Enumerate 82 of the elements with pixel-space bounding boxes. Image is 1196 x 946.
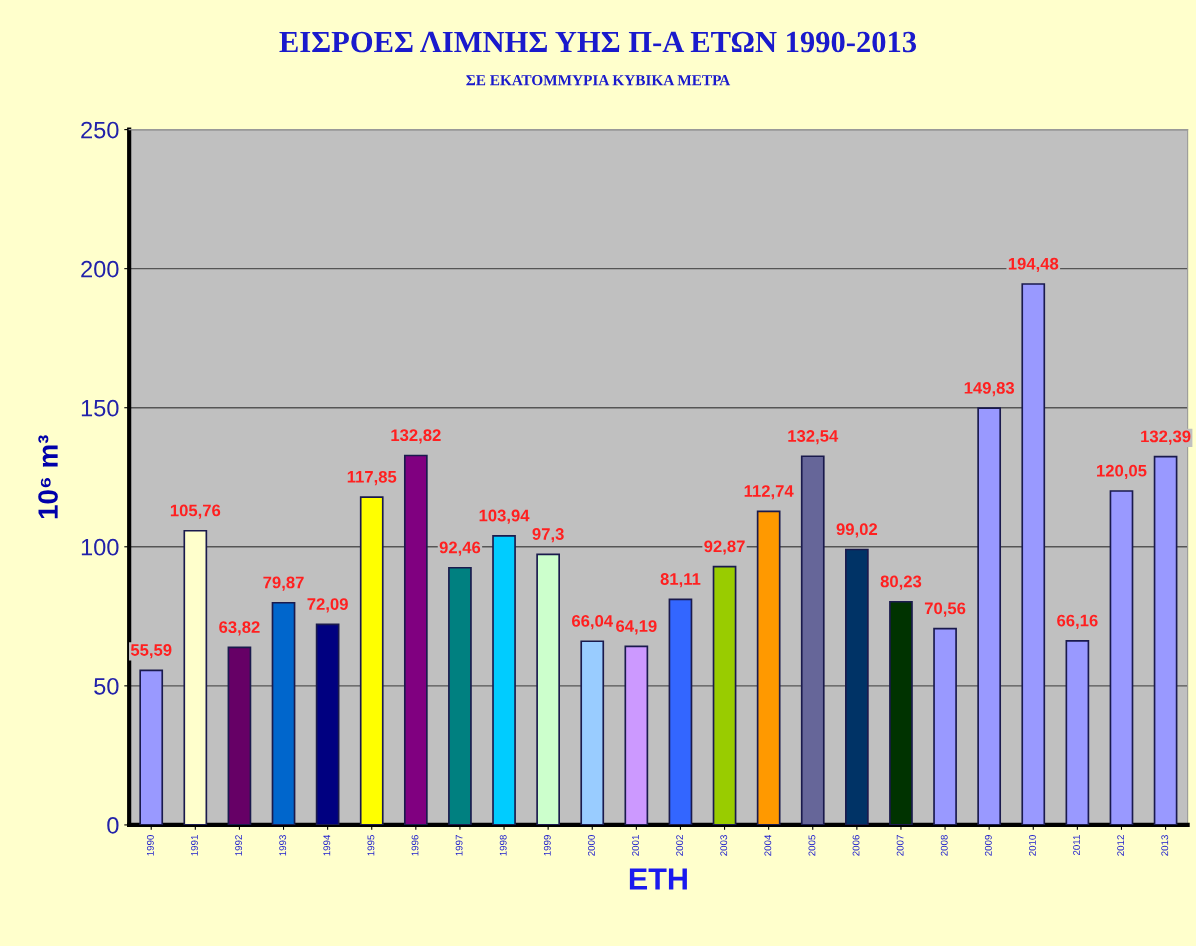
bar <box>403 454 428 825</box>
bar <box>1109 490 1134 825</box>
chart-title: ΕΙΣΡΟΕΣ ΛΙΜΝΗΣ ΥΗΣ Π-Α ΕΤΩΝ 1990-2013 <box>279 31 917 53</box>
bar <box>1021 283 1046 825</box>
bar <box>1065 640 1090 825</box>
y-tick-label: 50 <box>94 677 119 695</box>
x-tick-label: 1990 <box>146 835 154 856</box>
data-label: 132,39 <box>1141 430 1191 445</box>
x-tick-label: 2002 <box>676 835 684 856</box>
bar <box>580 640 605 825</box>
data-label: 132,54 <box>788 430 839 445</box>
data-label: 79,87 <box>263 576 304 591</box>
y-tick-label: 150 <box>81 399 119 417</box>
x-tick-label: 2013 <box>1161 835 1169 856</box>
data-label: 72,09 <box>307 598 348 613</box>
bar <box>359 496 384 825</box>
bar <box>977 407 1002 825</box>
bar <box>536 553 561 825</box>
x-tick-label: 1999 <box>543 835 551 856</box>
x-tick-label: 2011 <box>1073 835 1080 856</box>
x-tick-label: 2005 <box>808 835 816 856</box>
data-label: 132,82 <box>391 429 441 444</box>
data-label: 92,46 <box>439 541 481 556</box>
bar <box>756 510 781 825</box>
x-tick-label: 1991 <box>191 835 198 856</box>
x-tick-label: 2009 <box>984 835 992 856</box>
bar <box>933 627 957 825</box>
x-tick-label: 2001 <box>632 835 639 856</box>
x-tick-label: 1992 <box>235 835 243 856</box>
bar <box>315 623 340 825</box>
data-label: 81,11 <box>660 573 701 588</box>
data-label: 103,94 <box>479 509 530 524</box>
data-label: 149,83 <box>964 381 1015 397</box>
data-label: 63,82 <box>219 621 260 636</box>
bar <box>1153 455 1178 825</box>
bar <box>889 600 913 825</box>
bar <box>448 566 472 825</box>
bar <box>271 601 296 825</box>
data-label: 80,23 <box>880 575 922 590</box>
data-label: 117,85 <box>347 470 397 486</box>
x-tick-label: 2007 <box>896 835 904 856</box>
bar <box>712 565 737 825</box>
chart-subtitle: ΣΕ ΕΚΑΤΟΜΜΥΡΙΑ ΚΥΒΙΚΑ ΜΕΤΡΑ <box>466 75 731 86</box>
data-label: 55,59 <box>130 644 172 659</box>
data-label: 105,76 <box>170 504 221 519</box>
bar <box>492 534 516 825</box>
x-axis-title: ΕΤΗ <box>629 868 687 890</box>
bar <box>844 548 869 825</box>
data-label: 70,56 <box>924 602 966 617</box>
y-tick-label: 100 <box>81 538 119 556</box>
data-label: 66,16 <box>1057 614 1098 629</box>
bar <box>183 529 208 825</box>
bar <box>800 455 825 825</box>
x-tick-label: 2008 <box>940 835 948 856</box>
bar <box>139 669 164 825</box>
x-tick-label: 1998 <box>499 835 507 856</box>
x-tick-label: 2012 <box>1117 835 1125 856</box>
data-label: 99,02 <box>836 523 878 538</box>
y-tick-label: 200 <box>81 260 119 278</box>
bar <box>624 645 649 825</box>
x-tick-label: 1994 <box>323 834 331 856</box>
x-tick-label: 2006 <box>852 835 860 856</box>
x-tick-label: 2010 <box>1028 835 1036 856</box>
data-label: 64,19 <box>616 620 657 635</box>
data-label: 92,87 <box>704 540 745 555</box>
y-axis-title: 10⁶ m³ <box>38 435 58 519</box>
data-label: 120,05 <box>1097 464 1147 480</box>
data-label: 97,3 <box>532 528 564 543</box>
bar <box>668 598 693 825</box>
x-tick-label: 2000 <box>587 835 595 856</box>
x-tick-label: 2004 <box>764 834 772 856</box>
y-tick-label: 250 <box>81 121 119 139</box>
x-tick-label: 1996 <box>411 835 419 856</box>
bar <box>227 646 252 825</box>
y-tick-label: 0 <box>107 816 119 834</box>
x-tick-label: 1995 <box>367 835 375 856</box>
x-tick-label: 2003 <box>720 835 728 856</box>
data-label: 194,48 <box>1008 257 1059 273</box>
data-label: 112,74 <box>744 485 794 500</box>
x-tick-label: 1993 <box>279 835 287 856</box>
x-tick-label: 1997 <box>455 835 463 856</box>
data-label: 66,04 <box>572 615 614 630</box>
